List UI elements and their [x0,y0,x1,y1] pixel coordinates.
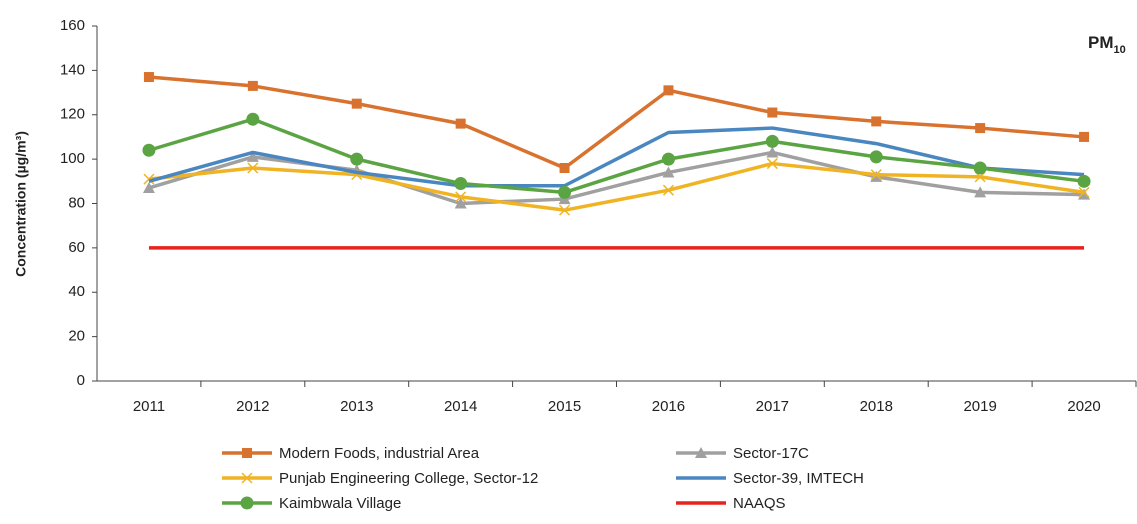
legend-marker [240,496,254,510]
point [350,152,364,166]
point [663,85,674,96]
point [1078,186,1090,198]
point [143,72,154,83]
x-tick-label: 2018 [860,398,893,415]
point [142,181,155,193]
x-tick-label: 2016 [652,398,685,415]
annotation: PM10 [1088,33,1126,55]
legend-label: Sector-39, IMTECH [733,470,864,487]
point [1077,174,1091,188]
x-tick-label: 2014 [444,398,477,415]
y-axis-label: Concentration (µg/m³) [13,131,29,277]
y-tick-label: 140 [60,61,85,78]
point [870,169,882,181]
y-tick-label: 20 [68,328,85,345]
annotation-subscript: 10 [1114,44,1126,56]
point [143,173,155,185]
point [662,166,675,178]
x-tick-label: 2020 [1067,398,1100,415]
point [455,191,467,203]
point [247,162,259,174]
legend-label: Sector-17C [733,445,809,462]
y-tick-label: 100 [60,150,85,167]
legend-label: NAAQS [733,495,786,512]
point [661,152,675,166]
x-tick-label: 2013 [340,398,373,415]
point [974,186,987,198]
point [662,184,674,196]
point [454,197,467,209]
x-tick-label: 2012 [236,398,269,415]
point [455,118,466,129]
point [871,116,882,127]
annotation-text: PM [1088,33,1114,52]
x-tick-label: 2015 [548,398,581,415]
series-line [148,126,1085,188]
point [559,163,570,173]
x-tick-label: 2019 [963,398,996,415]
point [246,112,260,126]
y-tick-label: 80 [68,194,85,211]
x-tick-label: 2011 [133,398,165,415]
legend-label: Kaimbwala Village [279,495,401,512]
point [558,185,572,199]
point [142,143,156,157]
point [1079,131,1090,142]
point [766,146,779,158]
point [765,134,779,148]
series-line [148,161,1085,212]
point [454,177,468,191]
x-tick-label: 2017 [756,398,789,415]
legend-marker [242,448,252,458]
legend-label: Punjab Engineering College, Sector-12 [279,470,538,487]
y-tick-label: 60 [68,239,85,256]
point [351,98,362,109]
point [246,150,259,162]
point [973,161,987,175]
y-tick-label: 160 [60,17,85,34]
point [247,80,258,91]
series-line [148,117,1085,195]
y-tick-label: 0 [77,372,85,389]
legend-marker [241,472,253,484]
point [975,123,986,134]
point [1078,188,1091,200]
point [767,107,778,118]
y-tick-label: 40 [68,283,85,300]
point [559,204,571,216]
legend-marker [695,447,707,458]
y-tick-label: 120 [60,106,85,123]
series-line [148,75,1085,170]
point [766,158,778,170]
legend-label: Modern Foods, industrial Area [279,445,480,462]
point [869,150,883,164]
